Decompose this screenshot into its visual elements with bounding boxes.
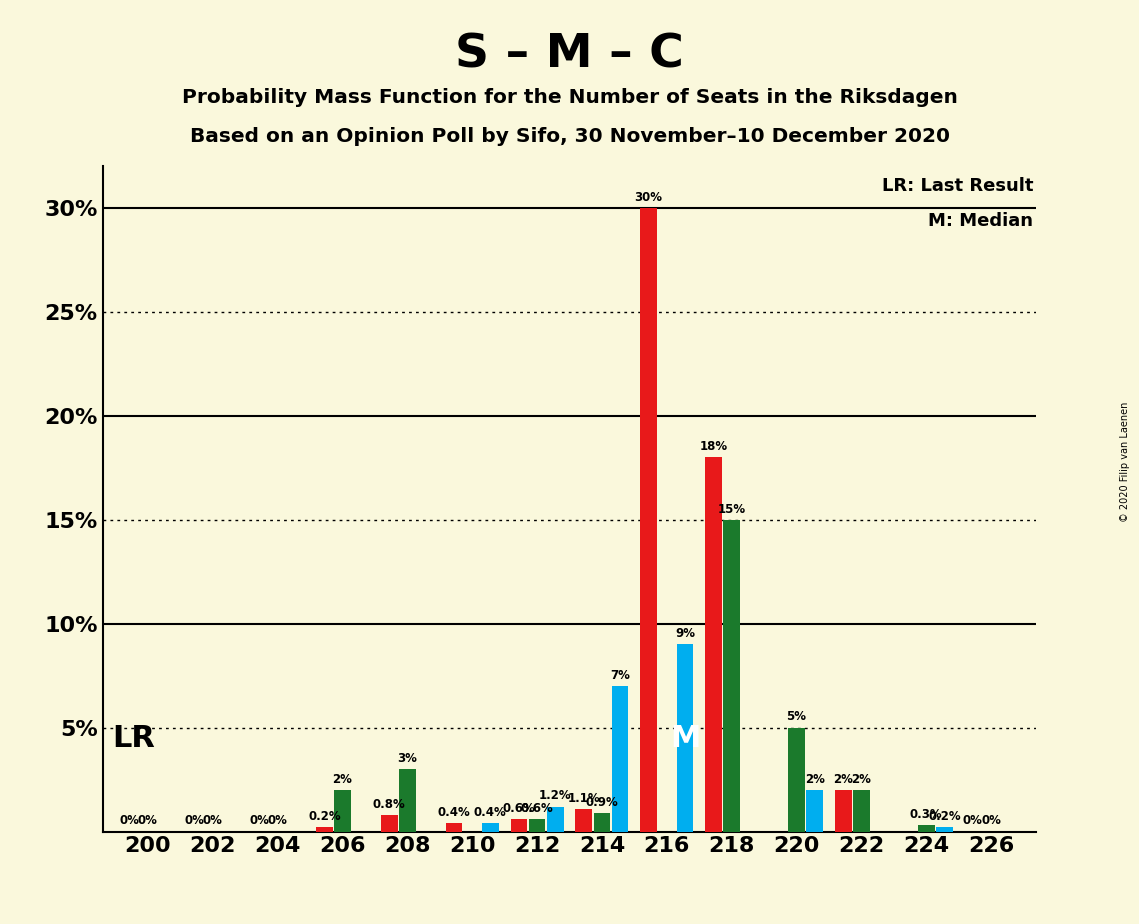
Text: 18%: 18% <box>699 440 728 454</box>
Bar <box>936 828 952 832</box>
Text: 0%: 0% <box>203 814 223 828</box>
Text: 0%: 0% <box>981 814 1001 828</box>
Bar <box>918 825 935 832</box>
Text: 9%: 9% <box>675 627 695 640</box>
Text: 2%: 2% <box>805 772 825 785</box>
Text: 0%: 0% <box>138 814 158 828</box>
Text: 15%: 15% <box>718 503 746 516</box>
Bar <box>547 807 564 832</box>
Bar <box>788 728 805 832</box>
Text: 7%: 7% <box>611 669 630 682</box>
Bar <box>445 823 462 832</box>
Bar <box>640 208 657 832</box>
Bar <box>380 815 398 832</box>
Bar <box>316 828 333 832</box>
Text: 0.9%: 0.9% <box>585 796 618 808</box>
Bar <box>593 813 611 832</box>
Text: Probability Mass Function for the Number of Seats in the Riksdagen: Probability Mass Function for the Number… <box>181 88 958 107</box>
Text: 0%: 0% <box>185 814 205 828</box>
Text: 0%: 0% <box>962 814 983 828</box>
Text: 2%: 2% <box>333 772 352 785</box>
Text: S – M – C: S – M – C <box>456 32 683 78</box>
Bar <box>705 457 722 832</box>
Bar <box>612 686 629 832</box>
Bar <box>723 519 740 832</box>
Text: 30%: 30% <box>634 190 663 204</box>
Bar <box>482 823 499 832</box>
Bar <box>510 820 527 832</box>
Bar <box>853 790 870 832</box>
Bar <box>528 820 546 832</box>
Text: 0%: 0% <box>249 814 270 828</box>
Text: 1.2%: 1.2% <box>539 789 572 802</box>
Bar <box>677 645 694 832</box>
Text: 0.4%: 0.4% <box>474 806 507 820</box>
Text: Based on an Opinion Poll by Sifo, 30 November–10 December 2020: Based on an Opinion Poll by Sifo, 30 Nov… <box>189 127 950 146</box>
Bar <box>835 790 852 832</box>
Text: 5%: 5% <box>787 711 806 723</box>
Text: LR: Last Result: LR: Last Result <box>882 176 1033 195</box>
Text: 0.3%: 0.3% <box>910 808 943 821</box>
Text: 0.6%: 0.6% <box>502 802 535 815</box>
Text: LR: LR <box>113 723 155 752</box>
Bar <box>399 769 416 832</box>
Text: 2%: 2% <box>834 772 853 785</box>
Text: 0.2%: 0.2% <box>308 810 341 823</box>
Text: M: M <box>670 723 700 752</box>
Text: 0.8%: 0.8% <box>372 797 405 811</box>
Text: 2%: 2% <box>852 772 871 785</box>
Text: M: Median: M: Median <box>928 213 1033 230</box>
Bar <box>806 790 823 832</box>
Text: 3%: 3% <box>398 752 417 765</box>
Text: 1.1%: 1.1% <box>567 792 600 805</box>
Text: 0%: 0% <box>268 814 287 828</box>
Text: 0%: 0% <box>120 814 140 828</box>
Bar <box>334 790 351 832</box>
Text: 0.4%: 0.4% <box>437 806 470 820</box>
Text: 0.6%: 0.6% <box>521 802 554 815</box>
Text: 0.2%: 0.2% <box>928 810 960 823</box>
Bar <box>575 808 592 832</box>
Text: © 2020 Filip van Laenen: © 2020 Filip van Laenen <box>1120 402 1130 522</box>
